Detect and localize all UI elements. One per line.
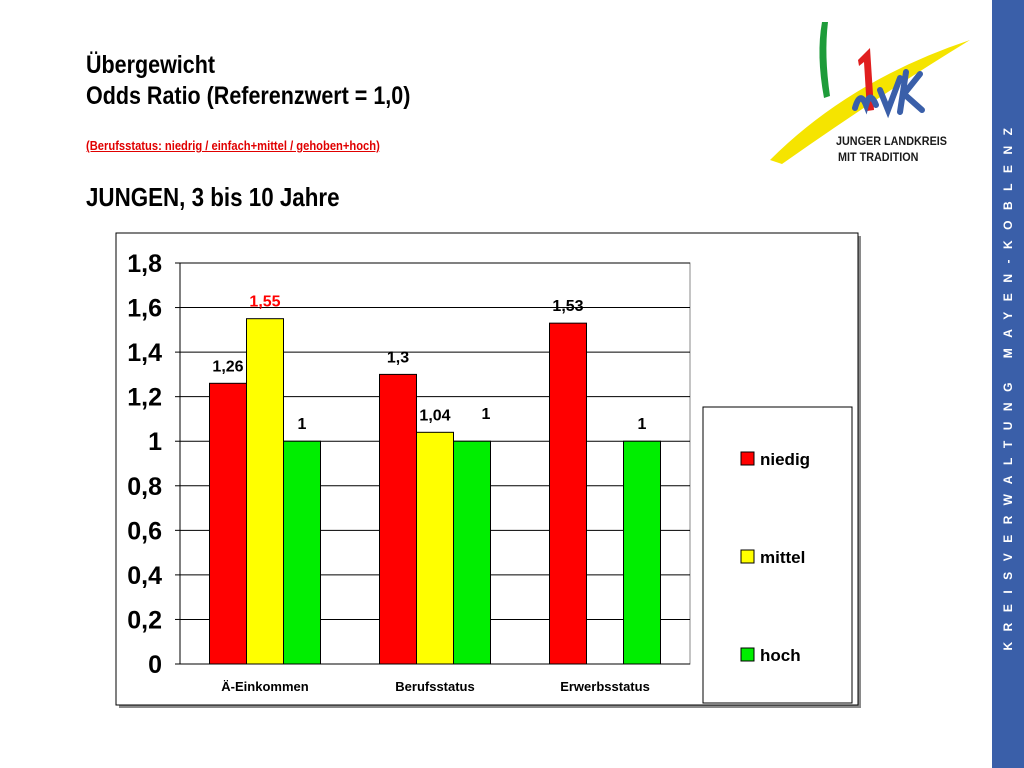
data-label: 1,3 [387,349,409,366]
data-label: 1,53 [552,298,583,315]
legend-swatch [740,451,755,466]
data-label: 1,55 [249,294,280,311]
bar [379,373,417,665]
y-tick-label: 1 [148,428,162,456]
y-tick-label: 1,8 [127,250,162,278]
y-tick-label: 1,4 [127,339,162,367]
title-line-1: Übergewicht [86,51,216,79]
legend-swatch [740,647,755,662]
y-tick-label: 1,2 [127,384,162,412]
title-block: Übergewicht Odds Ratio (Referenzwert = 1… [86,50,463,112]
y-tick-label: 0,6 [127,517,162,545]
side-band [992,0,1024,768]
data-label: 1,26 [212,358,243,375]
legend-box [702,406,853,704]
y-tick-label: 1,6 [127,295,162,323]
data-label: 1 [482,406,491,423]
bar [246,318,284,665]
bar [283,440,321,665]
bar [416,431,454,665]
y-tick-label: 0,4 [127,562,162,590]
logo-text-line-1: JUNGER LANDKREIS [836,134,948,148]
x-tick-label: Berufsstatus [395,679,474,694]
x-tick-label: Ä-Einkommen [221,679,308,694]
y-tick-label: 0,8 [127,473,162,501]
data-label: 1 [638,416,647,433]
y-tick-label: 0,2 [127,606,162,634]
legend-label: niedig [760,450,810,469]
logo-green-stroke [819,22,830,98]
logo: JUNGER LANDKREIS MIT TRADITION [760,10,980,180]
bar [453,440,491,665]
legend-label: mittel [760,548,805,567]
logo-graphic [770,22,970,164]
x-tick-label: Erwerbsstatus [560,679,650,694]
title-line-2: Odds Ratio (Referenzwert = 1,0) [86,82,411,110]
legend-swatch [740,549,755,564]
logo-text-line-2: MIT TRADITION [838,150,919,164]
chart-heading: JUNGEN, 3 bis 10 Jahre [86,182,340,212]
bar [549,322,587,665]
bar [209,382,247,665]
data-label: 1,04 [419,407,450,424]
y-tick-label: 0 [148,651,162,679]
logo-myk-script [852,69,925,119]
legend-label: hoch [760,646,801,665]
subtitle: (Berufsstatus: niedrig / einfach+mittel … [86,138,380,153]
data-label: 1 [298,416,307,433]
bar [623,440,661,665]
